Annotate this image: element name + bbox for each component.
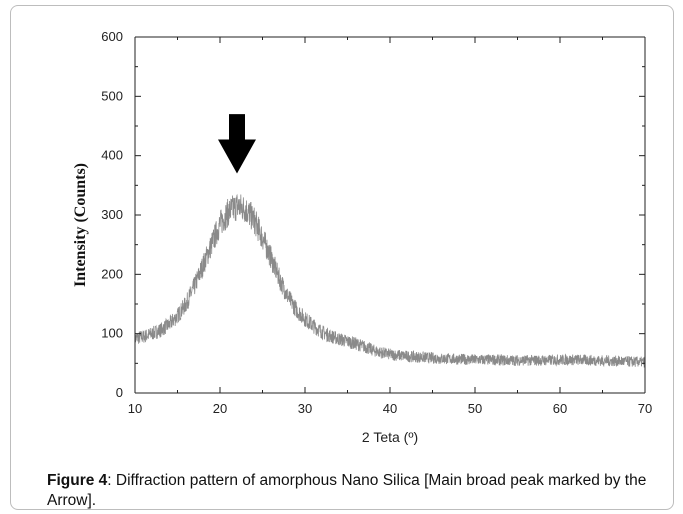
figure-caption: Figure 4: Diffraction pattern of amorpho…	[47, 471, 667, 511]
x-tick-label: 10	[128, 401, 142, 416]
x-tick-label: 50	[468, 401, 482, 416]
y-axis-label: Intensity (Counts)	[72, 163, 89, 287]
y-tick-label: 200	[101, 266, 123, 281]
arrow-shape	[218, 114, 256, 174]
diffraction-pattern-trace	[134, 193, 646, 368]
x-tick-label: 20	[213, 401, 227, 416]
chart-ticks	[134, 36, 646, 394]
xrd-chart: 10 20 30 40 50 60 70 0 100 200 300 400 500 600 2 Teta…	[72, 29, 652, 445]
x-tick-label: 70	[638, 401, 652, 416]
y-tick-label: 300	[101, 207, 123, 222]
caption-text: : Diffraction pattern of amorphous Nano …	[47, 472, 647, 509]
x-tick-label: 40	[383, 401, 397, 416]
x-axis-label: 2 Teta (º)	[362, 429, 418, 445]
y-tick-label: 0	[116, 385, 123, 400]
chart-tick-labels: 10 20 30 40 50 60 70 0 100 200 300 400 500 600	[101, 29, 652, 416]
y-tick-label: 100	[101, 326, 123, 341]
x-tick-label: 30	[298, 401, 312, 416]
xrd-line	[134, 193, 646, 368]
y-tick-label: 600	[101, 29, 123, 44]
x-tick-label: 60	[553, 401, 567, 416]
y-tick-label: 500	[101, 88, 123, 103]
figure-frame	[10, 5, 674, 510]
chart-axes	[134, 36, 646, 394]
y-tick-label: 400	[101, 148, 123, 163]
caption-label: Figure 4	[47, 472, 108, 489]
peak-arrow	[218, 114, 256, 174]
